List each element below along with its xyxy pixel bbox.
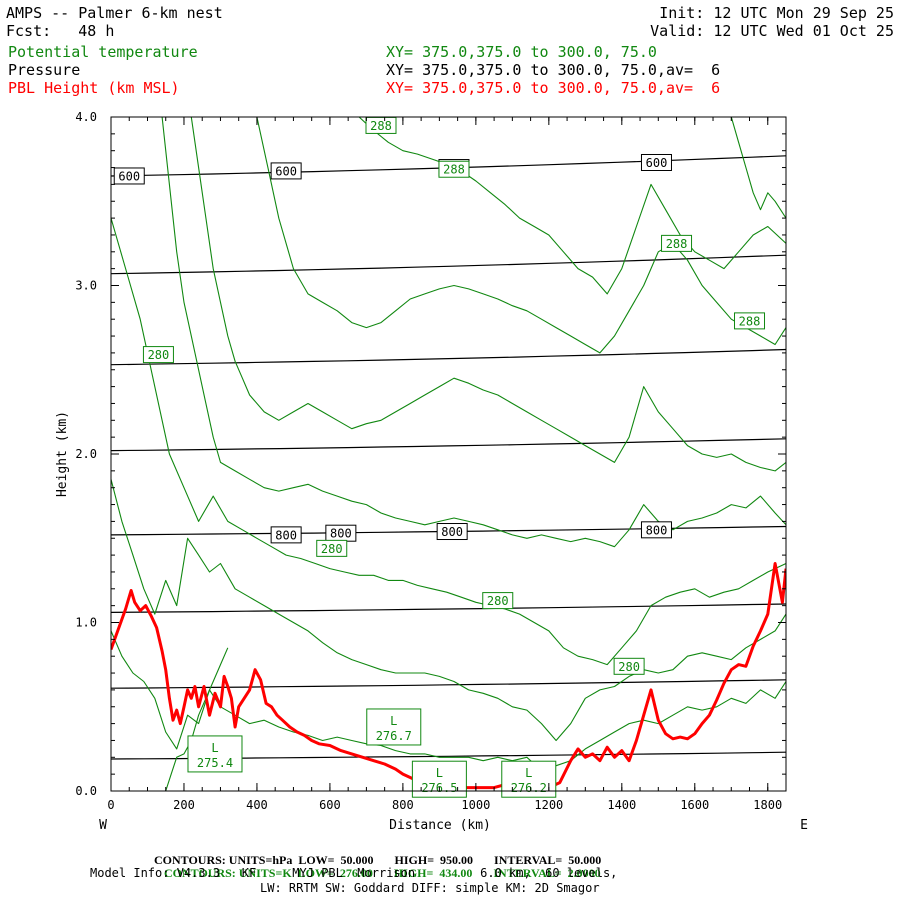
pressure-contour-label-box — [113, 167, 145, 185]
pressure-low: LOW= 50.000 — [298, 853, 374, 867]
low-marker-box — [366, 708, 422, 746]
x-tick-label: 600 — [319, 798, 341, 812]
theta-contour-line — [730, 117, 786, 219]
field-name-theta: Potential temperature — [8, 43, 198, 61]
theta-contour-label: 288 — [370, 119, 392, 133]
theta-contour-line — [256, 117, 786, 354]
pressure-contour-label-box — [436, 523, 468, 541]
theta-contour-line — [165, 647, 229, 791]
isobar-line — [111, 348, 786, 366]
low-marker-value: 276.7 — [376, 729, 412, 743]
theta-units: UNITS=K — [238, 866, 292, 880]
plot-frame — [110, 116, 787, 792]
pressure-contours-label: CONTOURS: — [154, 853, 226, 867]
theta-high: HIGH= 434.00 — [393, 866, 473, 880]
x-tick-label: 800 — [392, 798, 414, 812]
theta-contour-label-box — [316, 539, 348, 557]
field-name-pbl: PBL Height (km MSL) — [8, 79, 180, 97]
y-tick-label: 4.0 — [75, 110, 97, 124]
pressure-contour-label-box — [640, 521, 672, 539]
y-tick-label: 3.0 — [75, 279, 97, 293]
pressure-high: HIGH= 950.00 — [394, 853, 474, 867]
x-right-end-label: E — [800, 818, 808, 833]
low-marker-box — [187, 735, 243, 773]
theta-contour-label: 288 — [666, 237, 688, 251]
pressure-units: UNITS=hPa — [228, 853, 293, 867]
pressure-contour-label: 800 — [441, 525, 463, 539]
x-tick-label: 1800 — [753, 798, 782, 812]
theta-contour-line — [190, 117, 786, 472]
theta-contour-label-box — [482, 592, 514, 610]
theta-contour-label: 280 — [618, 660, 640, 674]
x-tick-label: 400 — [246, 798, 268, 812]
y-tick-label: 1.0 — [75, 616, 97, 630]
theta-low: LOW= 276.00 — [297, 866, 373, 880]
isobar-line — [111, 254, 786, 275]
x-tick-label: 200 — [173, 798, 195, 812]
model-info: Model Info: V4.3.3 KF MYJ PBL Morrison 6… — [90, 866, 618, 880]
pressure-interval: INTERVAL= 50.000 — [494, 853, 602, 867]
isobar-line — [111, 603, 786, 614]
pressure-contour-label: 600 — [118, 169, 140, 183]
theta-contour-label-box — [142, 346, 174, 364]
theta-contour-label-box — [438, 160, 470, 178]
pressure-contour-label: 800 — [330, 527, 352, 541]
pressure-contour-label-box — [640, 153, 672, 171]
low-marker-letter: L — [390, 714, 397, 728]
theta-contour-label: 288 — [443, 163, 465, 177]
low-marker-value: 276.2 — [511, 781, 547, 795]
theta-contour-line — [161, 117, 786, 548]
theta-contour-label: 280 — [148, 348, 170, 362]
low-marker-letter: L — [436, 766, 443, 780]
isobar-line — [111, 438, 786, 452]
x-tick-label: 1600 — [680, 798, 709, 812]
theta-contour-label: 280 — [321, 542, 343, 556]
theta-contour-label: 288 — [739, 314, 761, 328]
pressure-contour-info: CONTOURS: UNITS=hPa LOW= 50.000 HIGH= 95… — [148, 838, 601, 868]
pressure-contour-label-box — [270, 162, 302, 180]
low-marker-letter: L — [211, 741, 218, 755]
pressure-contour-label: 800 — [275, 528, 297, 542]
field-xy-theta: XY= 375.0,375.0 to 300.0, 75.0 — [386, 43, 657, 61]
theta-contour-label-box — [661, 234, 693, 252]
model-title: AMPS -- Palmer 6-km nest — [6, 4, 223, 22]
x-left-end-label: W — [99, 818, 107, 833]
forecast-hour: Fcst: 48 h — [6, 22, 115, 40]
x-tick-label: 1200 — [534, 798, 563, 812]
valid-time: Valid: 12 UTC Wed 01 Oct 25 — [650, 22, 894, 40]
model-info-physics: LW: RRTM SW: Goddard DIFF: simple KM: 2D… — [260, 881, 600, 895]
pressure-contour-label-box — [270, 526, 302, 544]
theta-contour-line — [358, 117, 786, 295]
theta-interval: INTERVAL= 2.0000 — [493, 866, 601, 880]
pressure-contour-label: 800 — [646, 523, 668, 537]
pbl-height-line — [111, 562, 786, 790]
theta-contour-label-box — [734, 312, 766, 330]
low-marker-value: 275.4 — [197, 756, 233, 770]
theta-contour-info: CONTOURS: UNITS=K LOW= 276.00 HIGH= 434.… — [158, 851, 601, 881]
theta-contour-line — [111, 630, 786, 772]
theta-contour-line — [111, 217, 786, 666]
theta-contour-label-box — [613, 657, 645, 675]
field-xy-pressure: XY= 375.0,375.0 to 300.0, 75.0,av= 6 — [386, 61, 721, 79]
theta-contour-label: 280 — [487, 594, 509, 608]
y-axis-label: Height (km) — [55, 411, 70, 497]
init-time: Init: 12 UTC Mon 29 Sep 25 — [659, 4, 894, 22]
theta-contour-line — [111, 479, 786, 742]
field-xy-pbl: XY= 375.0,375.0 to 300.0, 75.0,av= 6 — [386, 79, 721, 97]
y-tick-label: 2.0 — [75, 447, 97, 461]
x-axis-label: Distance (km) — [389, 818, 491, 833]
theta-contours-label: CONTOURS: — [164, 866, 236, 880]
field-name-pressure: Pressure — [8, 61, 81, 79]
low-marker-letter: L — [525, 766, 532, 780]
pressure-contour-label: 600 — [275, 164, 297, 178]
pressure-contour-label: 600 — [646, 156, 668, 170]
x-tick-label: 1000 — [461, 798, 490, 812]
x-tick-label: 1400 — [607, 798, 636, 812]
x-tick-label: 0 — [107, 798, 114, 812]
y-tick-label: 0.0 — [75, 784, 97, 798]
